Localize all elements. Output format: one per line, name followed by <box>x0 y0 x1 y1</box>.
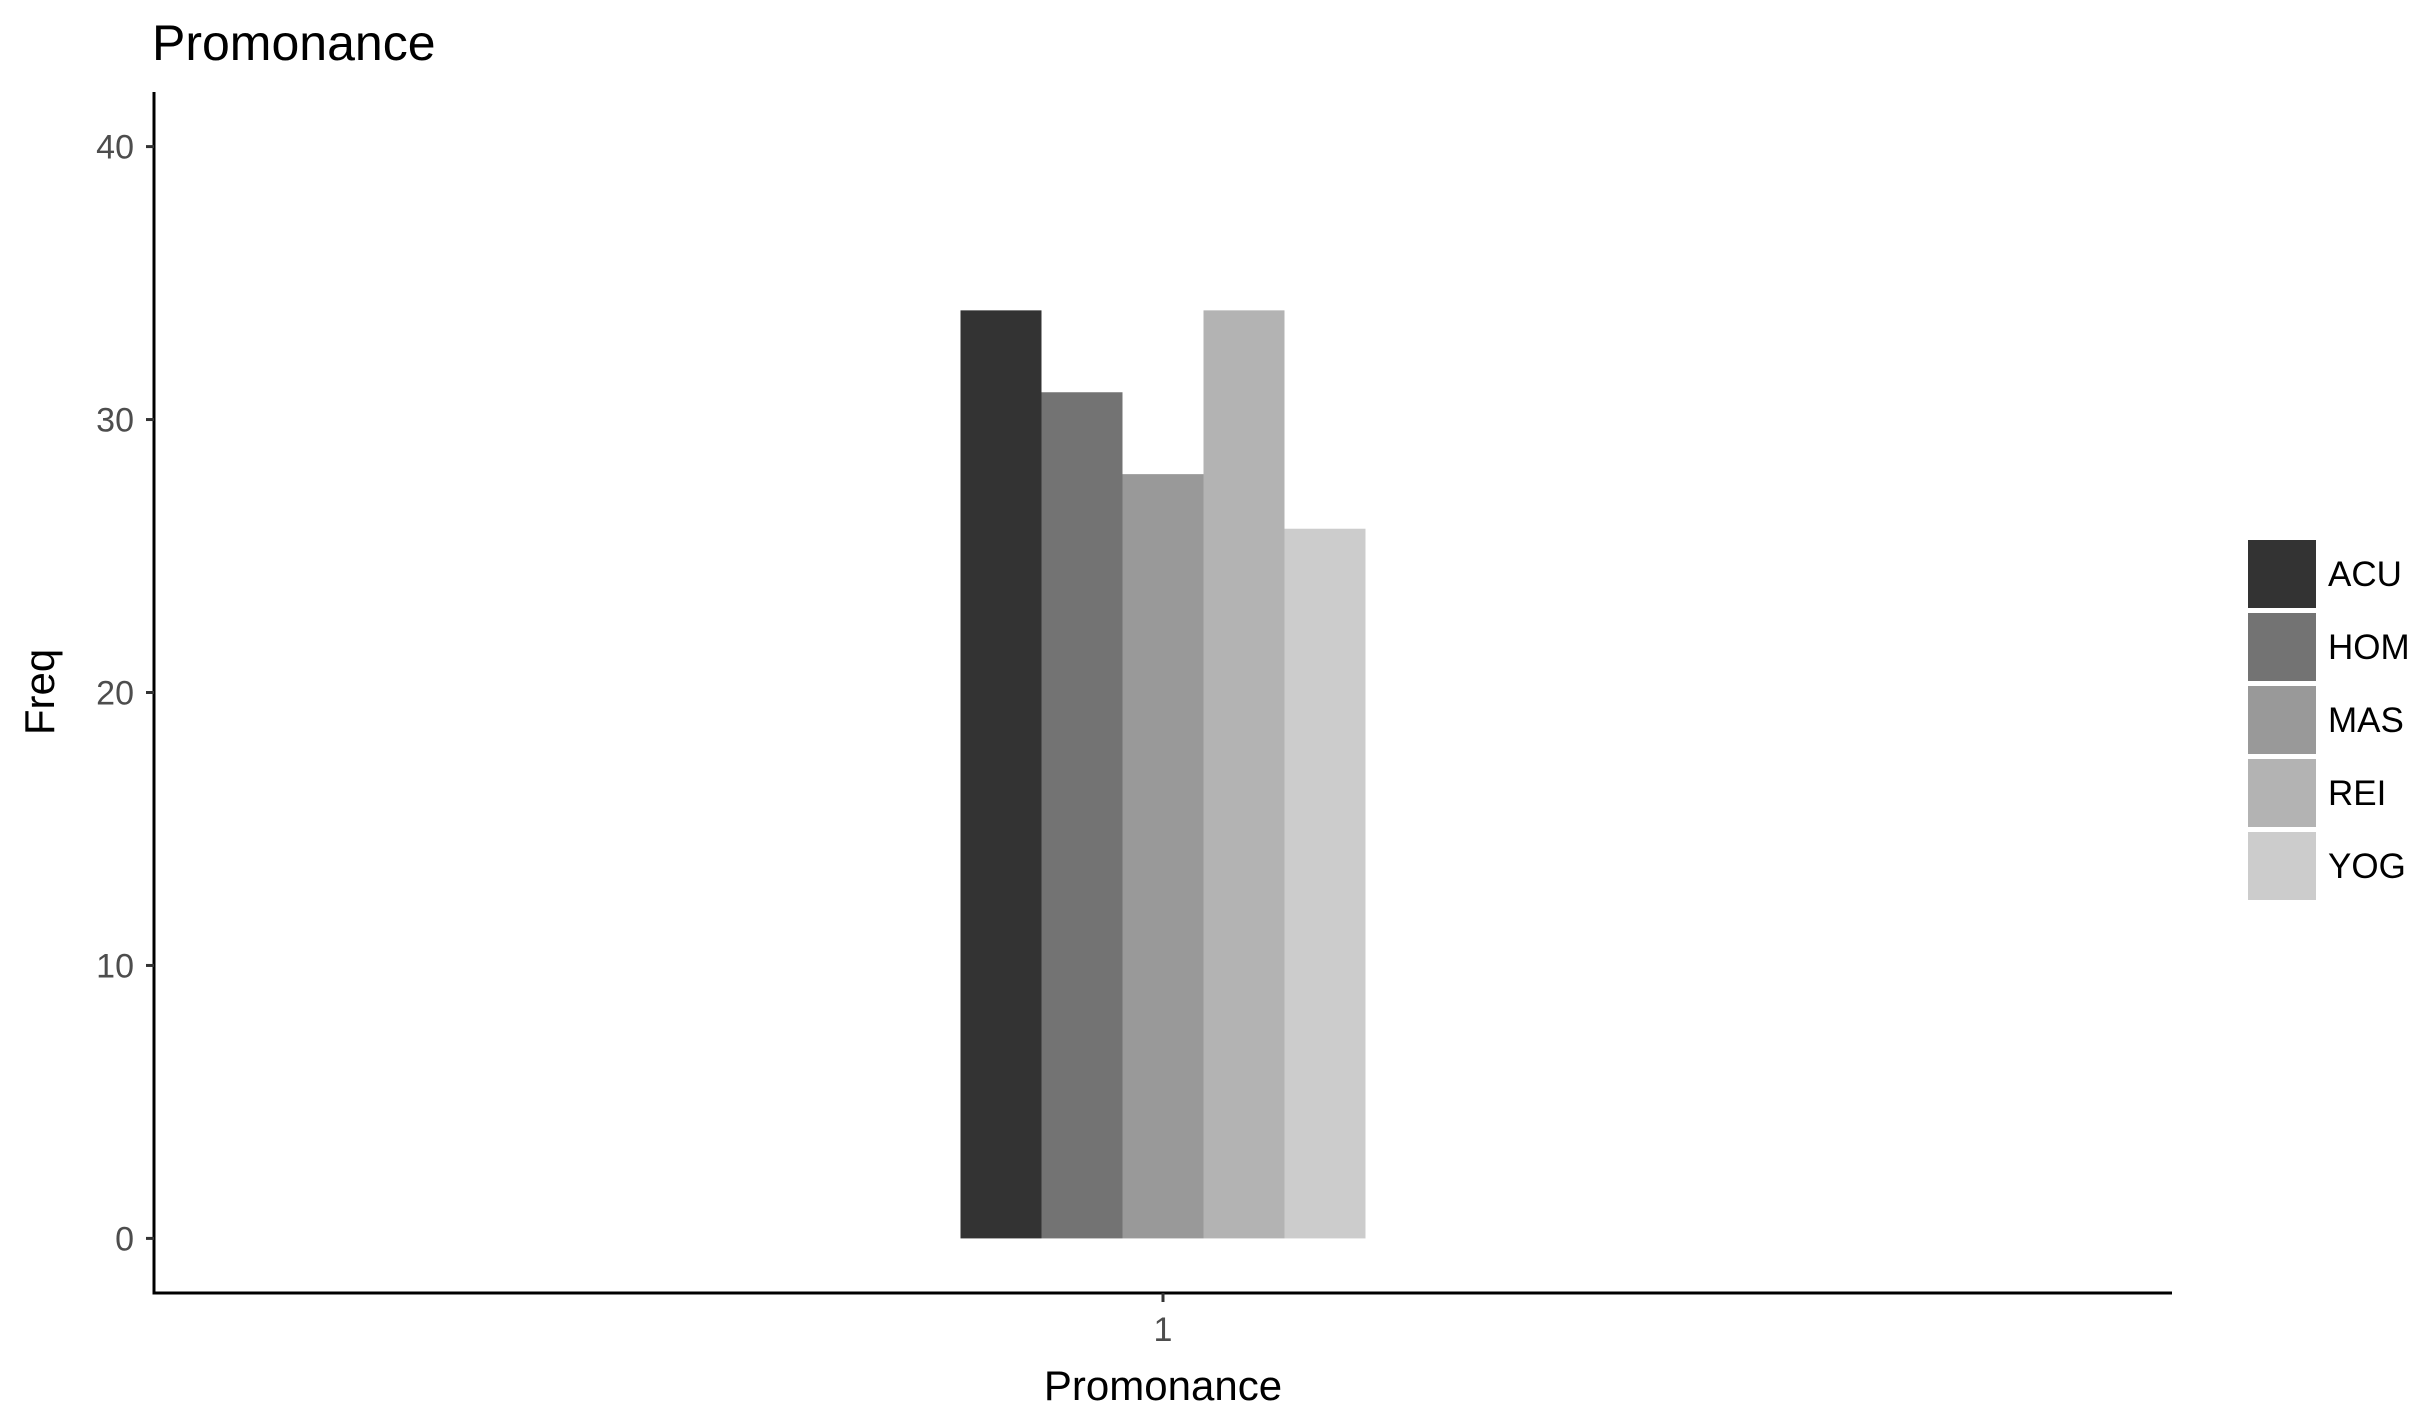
legend-label-hom: HOM <box>2328 628 2410 667</box>
y-axis-ticks: 0 10 20 30 40 <box>96 129 154 1258</box>
legend-label-yog: YOG <box>2328 847 2406 886</box>
legend: ACU HOM MAS REI YOG <box>2248 540 2410 900</box>
legend-key-rei <box>2248 759 2316 827</box>
legend-label-acu: ACU <box>2328 555 2402 594</box>
bar-hom <box>1041 392 1123 1239</box>
legend-label-mas: MAS <box>2328 701 2404 740</box>
bars-group <box>960 310 1366 1239</box>
y-tick-label: 20 <box>96 675 134 713</box>
x-axis-ticks: 1 <box>1154 1293 1173 1349</box>
chart-title: Promonance <box>152 15 436 71</box>
legend-key-hom <box>2248 613 2316 681</box>
legend-label-rei: REI <box>2328 774 2386 813</box>
y-axis-title: Freq <box>16 649 63 735</box>
bar-mas <box>1122 474 1204 1239</box>
legend-key-acu <box>2248 540 2316 608</box>
bar-acu <box>960 310 1042 1239</box>
bar-yog <box>1284 528 1366 1239</box>
y-tick-label: 0 <box>115 1220 134 1258</box>
plot-area: 0 10 20 30 40 1 <box>96 92 2172 1349</box>
y-tick-label: 40 <box>96 129 134 167</box>
legend-key-yog <box>2248 832 2316 900</box>
y-tick-label: 30 <box>96 402 134 440</box>
bar-rei <box>1203 310 1285 1239</box>
x-tick-label: 1 <box>1154 1311 1173 1349</box>
y-tick-label: 10 <box>96 947 134 985</box>
x-axis-title: Promonance <box>1044 1362 1282 1404</box>
legend-key-mas <box>2248 686 2316 754</box>
